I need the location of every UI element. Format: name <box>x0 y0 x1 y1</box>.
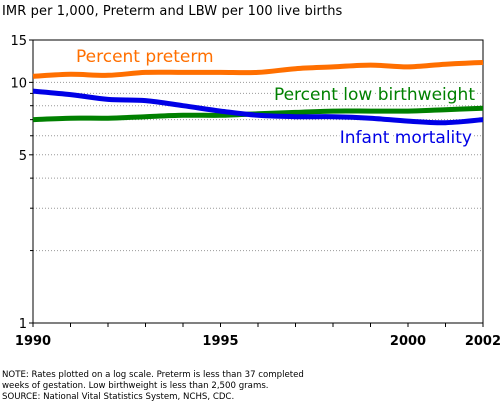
x-tick-label: 1990 <box>15 334 51 349</box>
y-tick-label: 1 <box>19 317 27 332</box>
series-label-infant-mortality: Infant mortality <box>340 128 472 148</box>
series-label-low-birthweight: Percent low birthweight <box>274 85 475 105</box>
y-tick-label: 15 <box>10 34 27 49</box>
note-line-2: weeks of gestation. Low birthweight is l… <box>2 381 269 391</box>
series-line-preterm <box>32 60 484 79</box>
note-line-3: SOURCE: National Vital Statistics System… <box>2 392 235 402</box>
series-label-preterm: Percent preterm <box>76 47 214 67</box>
x-tick-label: 2000 <box>390 334 426 349</box>
note-line-1: NOTE: Rates plotted on a log scale. Pret… <box>2 370 304 380</box>
series-line-infant-mortality <box>32 88 484 126</box>
x-tick-label: 1995 <box>202 334 238 349</box>
chart-title: IMR per 1,000, Preterm and LBW per 100 l… <box>2 4 343 19</box>
y-tick-label: 10 <box>10 76 27 91</box>
chart-notes: NOTE: Rates plotted on a log scale. Pret… <box>2 370 304 403</box>
x-tick-label: 2002 <box>465 334 501 349</box>
y-tick-label: 5 <box>19 149 27 164</box>
